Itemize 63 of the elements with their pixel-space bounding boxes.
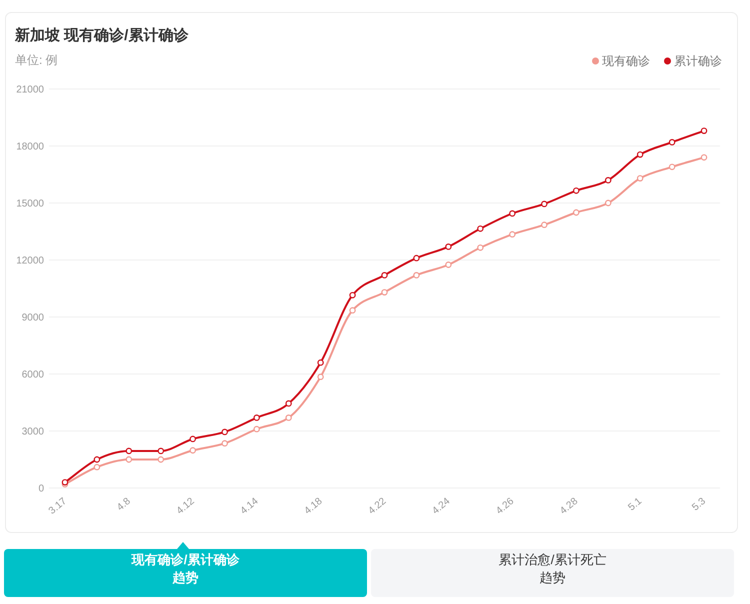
point	[349, 307, 356, 314]
point	[573, 187, 580, 194]
legend-label: 累计确诊	[674, 54, 722, 68]
point	[190, 436, 196, 442]
point	[604, 200, 612, 206]
x-tick: 4.22	[366, 496, 388, 517]
point	[285, 400, 292, 407]
x-tick: 4.14	[238, 496, 261, 517]
subtitle: 单位: 例	[15, 53, 58, 67]
point	[349, 292, 356, 298]
point	[158, 448, 164, 454]
point	[445, 262, 452, 268]
point	[604, 177, 612, 184]
point	[126, 448, 132, 454]
x-tick: 4.26	[494, 496, 516, 517]
point	[253, 414, 260, 421]
point	[126, 456, 132, 463]
point	[413, 272, 420, 278]
title: 新加坡 现有确诊/累计确诊	[15, 27, 188, 44]
point	[381, 272, 388, 278]
x-tick: 5.1	[626, 496, 644, 514]
x-tick: 3.17	[46, 496, 69, 517]
point	[700, 128, 708, 134]
point	[636, 175, 644, 182]
point	[253, 426, 260, 432]
point	[94, 464, 100, 470]
y-tick: 6000	[22, 370, 44, 380]
point	[541, 222, 548, 228]
y-tick: 15000	[16, 198, 44, 210]
y-tick: 18000	[16, 142, 44, 152]
point	[573, 209, 580, 216]
point	[222, 440, 228, 447]
y-tick: 0	[38, 484, 44, 494]
legend-label: 现有确诊	[602, 54, 650, 68]
point	[413, 254, 420, 262]
point	[541, 200, 548, 208]
point	[317, 374, 324, 380]
point	[477, 225, 484, 232]
point	[636, 151, 644, 158]
point	[190, 447, 196, 454]
point	[668, 164, 676, 170]
point	[158, 456, 164, 463]
y-tick: 12000	[16, 256, 44, 266]
point	[509, 210, 516, 217]
point	[285, 414, 292, 421]
x-tick: 4.28	[558, 496, 580, 517]
x-tick: 4.24	[430, 496, 452, 517]
x-tick: 4.12	[174, 496, 197, 517]
point	[317, 359, 324, 366]
point	[700, 154, 708, 161]
y-tick: 9000	[22, 312, 44, 324]
x-tick: 4.8	[115, 496, 133, 514]
point	[477, 244, 484, 251]
point	[94, 456, 100, 463]
y-tick: 3000	[22, 426, 44, 438]
point	[668, 139, 676, 146]
point	[381, 289, 388, 296]
x-tick: 5.3	[690, 496, 708, 514]
point	[222, 428, 228, 436]
y-tick: 21000	[16, 84, 44, 96]
point	[445, 244, 452, 250]
x-tick: 4.18	[302, 496, 325, 517]
point	[509, 231, 516, 238]
